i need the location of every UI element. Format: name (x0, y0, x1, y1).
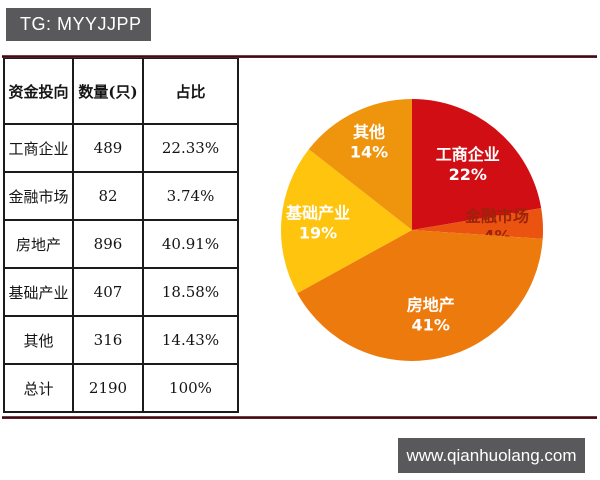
row-percent: 100% (142, 363, 239, 413)
table-row: 基础产业 407 18.58% (3, 267, 239, 317)
row-category: 工商企业 (3, 123, 74, 173)
pie-slice-0 (412, 99, 542, 230)
row-percent: 40.91% (142, 219, 239, 269)
bottom-divider (2, 416, 597, 419)
pie-label-2: 房地产 41% (407, 295, 455, 334)
row-category: 基础产业 (3, 267, 74, 317)
site-badge: www.qianhuolang.com (398, 438, 585, 473)
row-category: 其他 (3, 315, 74, 365)
watermark-text: TG: MYYJJPP (20, 14, 142, 34)
pie-label-0: 工商企业 22% (436, 145, 500, 184)
pie-label-4: 其他 14% (350, 123, 388, 162)
row-category: 总计 (3, 363, 74, 413)
row-category: 房地产 (3, 219, 74, 269)
pie-slice-4 (308, 98, 412, 230)
row-percent: 22.33% (142, 123, 239, 173)
pie-slice-3 (281, 149, 412, 294)
pie-slice-2 (297, 230, 543, 361)
row-percent: 14.43% (142, 315, 239, 365)
watermark-badge: TG: MYYJJPP (6, 8, 151, 41)
table-row: 金融市场 82 3.74% (3, 171, 239, 221)
row-count: 489 (72, 123, 144, 173)
row-percent: 3.74% (142, 171, 239, 221)
site-url: www.qianhuolang.com (406, 445, 577, 465)
fund-table-head-row: 资金投向 数量(只) 占比 (3, 57, 239, 125)
table-row: 其他 316 14.43% (3, 315, 239, 365)
row-count: 316 (72, 315, 144, 365)
row-count: 896 (72, 219, 144, 269)
top-divider (2, 55, 597, 58)
pie-label-3: 基础产业 19% (285, 203, 350, 242)
column-header: 资金投向 (3, 57, 74, 125)
row-category: 金融市场 (3, 171, 74, 221)
table-row: 房地产 896 40.91% (3, 219, 239, 269)
pie-slice-1 (412, 208, 543, 239)
row-count: 82 (72, 171, 144, 221)
fund-table: 资金投向 数量(只) 占比 工商企业 489 22.33% 金融市场 82 3.74% 房地产 8… (3, 57, 239, 413)
table-row: 工商企业 489 22.33% (3, 123, 239, 173)
row-count: 2190 (72, 363, 144, 413)
fund-table-body: 工商企业 489 22.33% 金融市场 82 3.74% 房地产 896 40.91% 基础产业… (3, 123, 239, 413)
row-count: 407 (72, 267, 144, 317)
column-header: 数量(只) (72, 57, 144, 125)
table-row: 总计 2190 100% (3, 363, 239, 413)
row-percent: 18.58% (142, 267, 239, 317)
column-header: 占比 (142, 57, 239, 125)
